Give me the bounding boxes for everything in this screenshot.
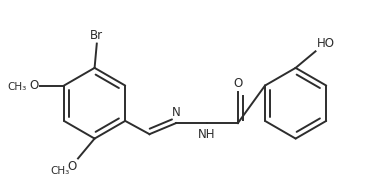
Text: CH₃: CH₃ bbox=[50, 166, 69, 176]
Text: O: O bbox=[233, 77, 242, 90]
Text: CH₃: CH₃ bbox=[8, 82, 27, 92]
Text: NH: NH bbox=[198, 128, 216, 141]
Text: O: O bbox=[29, 79, 38, 92]
Text: HO: HO bbox=[317, 37, 334, 50]
Text: Br: Br bbox=[90, 29, 103, 42]
Text: N: N bbox=[171, 106, 180, 119]
Text: O: O bbox=[68, 159, 77, 172]
